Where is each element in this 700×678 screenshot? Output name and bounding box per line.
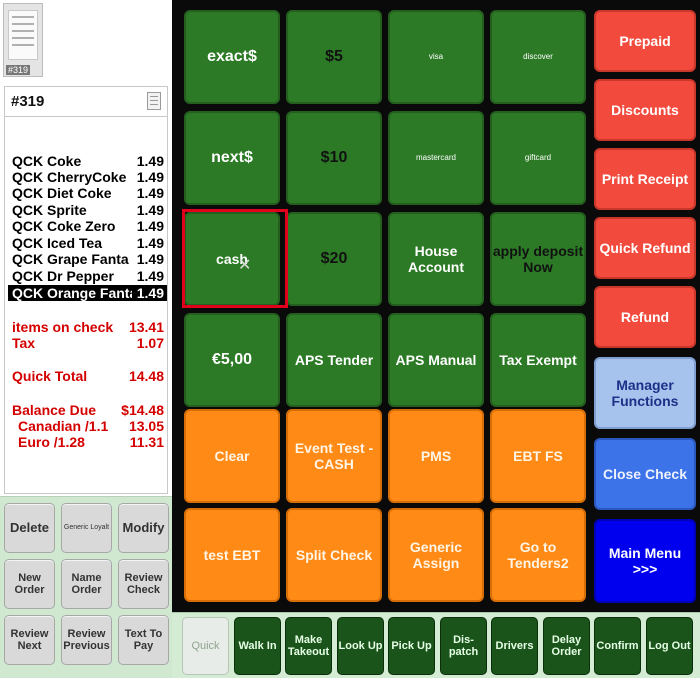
balance-due: Balance Due $14.48 [12,402,164,418]
generic-assign-button[interactable]: Generic Assign [388,508,484,602]
refund-button[interactable]: Refund [594,286,696,348]
dispatch-button[interactable]: Dis-patch [440,617,487,675]
quick-refund-button[interactable]: Quick Refund [594,217,696,279]
discover-button[interactable]: discover [490,10,586,104]
printer-icon[interactable] [147,92,161,110]
event-test-cash-button[interactable]: Event Test - CASH [286,409,382,503]
check-items-list: QCK Coke 1.49 QCK CherryCoke 1.49 QCK Di… [4,116,168,494]
check-thumbnail[interactable]: #319 [3,3,43,77]
look-up-button[interactable]: Look Up [337,617,384,675]
name-order-button[interactable]: Name Order [61,559,112,609]
generic-loyalty-button[interactable]: Generic Loyalt [61,503,112,553]
tax-total: Tax 1.07 [12,335,164,351]
list-item-selected[interactable]: QCK Orange Fanta 1.49 [8,285,167,301]
receipt-icon [8,10,38,60]
tax-exempt-button[interactable]: Tax Exempt [490,313,586,407]
thumbnail-label: #319 [6,65,31,75]
tender-grid: exact$ $5 visa discover next$ $10 master… [172,0,592,612]
items-on-check-total: items on check 13.41 [12,319,164,335]
modify-button[interactable]: Modify [118,503,169,553]
check-number: #319 [11,93,45,110]
five-dollar-button[interactable]: $5 [286,10,382,104]
list-item[interactable]: QCK Grape Fanta 1.49 [12,251,164,267]
exact-tender-button[interactable]: exact$ [184,10,280,104]
list-item[interactable]: QCK Diet Coke 1.49 [12,185,164,201]
review-check-button[interactable]: Review Check [118,559,169,609]
quick-total: Quick Total 14.48 [12,368,164,384]
test-ebt-button[interactable]: test EBT [184,508,280,602]
pick-up-button[interactable]: Pick Up [388,617,435,675]
mastercard-button[interactable]: mastercard [388,111,484,205]
make-takeout-button[interactable]: Make Takeout [285,617,332,675]
giftcard-button[interactable]: giftcard [490,111,586,205]
split-check-button[interactable]: Split Check [286,508,382,602]
log-out-button[interactable]: Log Out [646,617,693,675]
check-header: #319 [4,86,168,116]
twenty-dollar-button[interactable]: $20 [286,212,382,306]
list-item[interactable]: QCK CherryCoke 1.49 [12,169,164,185]
prepaid-button[interactable]: Prepaid [594,10,696,72]
review-next-button[interactable]: Review Next [4,615,55,665]
review-previous-button[interactable]: Review Previous [61,615,112,665]
function-column: Prepaid Discounts Print Receipt Quick Re… [592,0,700,612]
close-check-button[interactable]: Close Check [594,438,696,510]
delete-button[interactable]: Delete [4,503,55,553]
list-item[interactable]: QCK Sprite 1.49 [12,202,164,218]
delay-order-button[interactable]: Delay Order [543,617,590,675]
new-order-button[interactable]: New Order [4,559,55,609]
check-actions: Delete Generic Loyalt Modify New Order N… [0,496,172,678]
euro-five-button[interactable]: €5,00 [184,313,280,407]
aps-tender-button[interactable]: APS Tender [286,313,382,407]
text-to-pay-button[interactable]: Text To Pay [118,615,169,665]
apply-deposit-button[interactable]: apply deposit Now [490,212,586,306]
canadian-total: Canadian /1.1 13.05 [18,418,164,434]
go-to-tenders2-button[interactable]: Go to Tenders2 [490,508,586,602]
check-panel: #319 #319 QCK Coke 1.49 QCK CherryCoke 1… [0,0,172,678]
discounts-button[interactable]: Discounts [594,79,696,141]
list-item[interactable]: QCK Dr Pepper 1.49 [12,268,164,284]
pms-button[interactable]: PMS [388,409,484,503]
clear-button[interactable]: Clear [184,409,280,503]
print-receipt-button[interactable]: Print Receipt [594,148,696,210]
confirm-button[interactable]: Confirm [594,617,641,675]
walk-in-button[interactable]: Walk In [234,617,281,675]
manager-functions-button[interactable]: Manager Functions [594,357,696,429]
main-menu-button[interactable]: Main Menu >>> [594,519,696,603]
drivers-button[interactable]: Drivers [491,617,538,675]
visa-button[interactable]: visa [388,10,484,104]
cash-button[interactable]: cash [184,212,280,306]
list-item[interactable]: QCK Coke 1.49 [12,153,164,169]
next-tender-button[interactable]: next$ [184,111,280,205]
ten-dollar-button[interactable]: $10 [286,111,382,205]
cursor-icon: ✕ [238,257,252,274]
quick-button[interactable]: Quick [182,617,229,675]
house-account-button[interactable]: House Account [388,212,484,306]
list-item[interactable]: QCK Iced Tea 1.49 [12,235,164,251]
euro-total: Euro /1.28 11.31 [18,434,164,450]
bottom-nav-bar: Quick Walk In Make Takeout Look Up Pick … [172,612,700,678]
list-item[interactable]: QCK Coke Zero 1.49 [12,218,164,234]
ebt-fs-button[interactable]: EBT FS [490,409,586,503]
aps-manual-button[interactable]: APS Manual [388,313,484,407]
